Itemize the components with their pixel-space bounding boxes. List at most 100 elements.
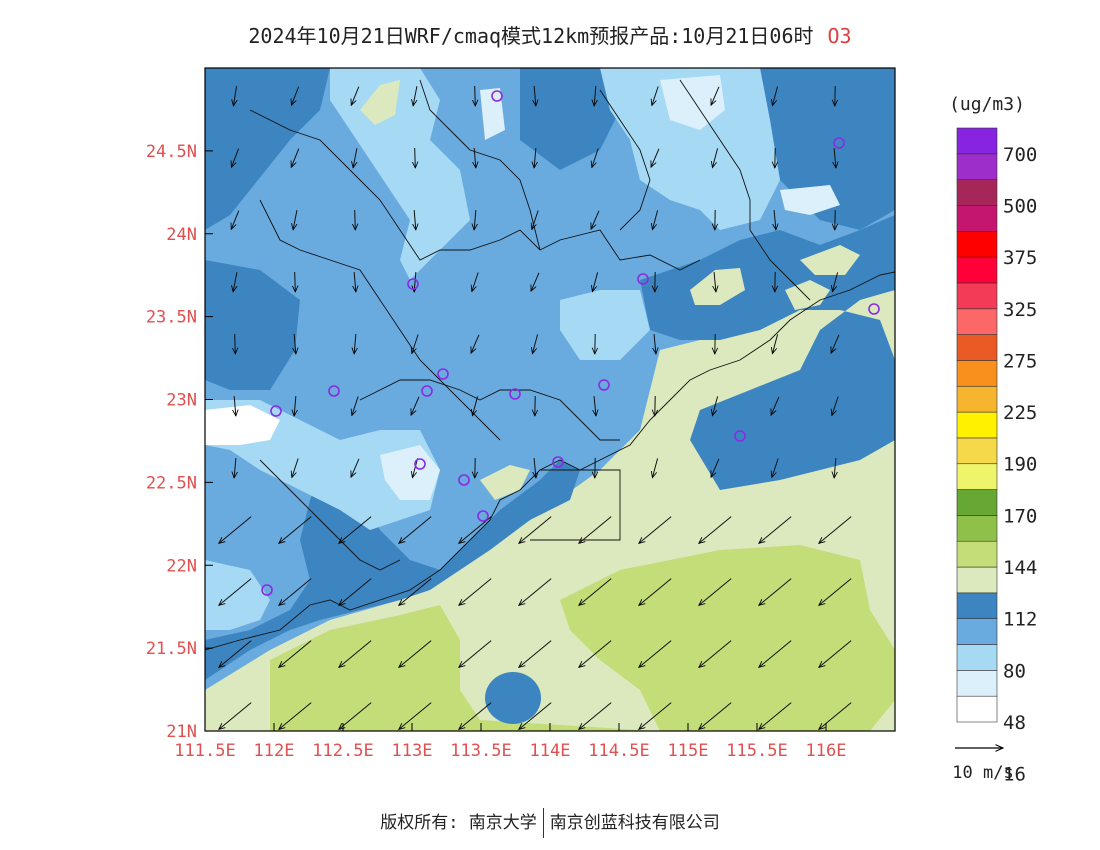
wind-arrow	[639, 640, 672, 668]
concentration-field	[205, 68, 895, 731]
wind-arrow	[711, 86, 720, 105]
wind-arrow	[759, 702, 792, 730]
wind-arrow	[474, 209, 476, 230]
wind-arrow	[834, 147, 836, 168]
x-tick-label: 112E	[254, 741, 295, 761]
wind-arrow	[475, 85, 476, 106]
wind-arrow	[353, 148, 358, 168]
station-marker	[458, 474, 470, 486]
station-marker	[552, 456, 564, 468]
colorbar-swatch	[956, 308, 998, 335]
colorbar-label: 325	[1003, 299, 1037, 321]
wind-arrow	[339, 516, 372, 544]
wind-arrow	[234, 457, 236, 478]
colorbar-swatch	[956, 179, 998, 206]
x-tick-label: 116E	[806, 741, 847, 761]
colorbar-swatch	[956, 644, 998, 671]
wind-arrow	[774, 209, 776, 230]
wind-arrow	[594, 395, 596, 416]
wind-arrow	[819, 640, 852, 668]
x-tick-label: 115E	[668, 741, 709, 761]
wind-arrow	[534, 85, 536, 106]
x-tick-label: 112.5E	[312, 741, 373, 761]
wind-arrow	[714, 271, 716, 292]
colorbar-swatch	[956, 153, 998, 180]
colorbar-swatch	[956, 256, 998, 284]
x-tick-label: 115.5E	[726, 741, 787, 761]
x-axis: 111.5E 112E 112.5E 113E 113.5E 114E 114.5E 115E…	[174, 723, 846, 761]
wind-arrow	[699, 578, 732, 606]
wind-arrow	[594, 85, 596, 106]
wind-arrow	[699, 516, 732, 544]
wind-arrow	[819, 578, 852, 606]
y-tick-label: 24.5N	[146, 142, 197, 162]
wind-arrow	[231, 148, 240, 168]
colorbar-label: 375	[1003, 247, 1037, 269]
station-marker	[637, 273, 649, 285]
wind-arrow	[459, 578, 492, 606]
y-tick-label: 22N	[166, 556, 197, 576]
y-tick-label: 24N	[166, 225, 197, 245]
wind-arrow	[354, 271, 356, 292]
wind-arrow	[219, 578, 252, 606]
copyright-footer: 版权所有: 南京大学 南京创蓝科技有限公司	[0, 808, 1100, 838]
colorbar-swatch	[956, 515, 998, 542]
colorbar-swatch	[956, 385, 998, 413]
wind-arrow	[771, 396, 780, 415]
wind-arrow	[234, 395, 236, 416]
station-marker	[414, 458, 426, 470]
station-marker	[509, 388, 521, 400]
wind-arrow	[279, 516, 312, 544]
wind-arrow	[294, 333, 296, 354]
x-tick-label: 113.5E	[450, 741, 511, 761]
wind-arrow	[399, 578, 432, 606]
wind-arrow	[652, 458, 659, 477]
colorbar-swatch	[956, 566, 998, 594]
wind-arrow	[339, 702, 372, 730]
station-marker	[437, 368, 449, 380]
wind-arrow	[652, 86, 659, 106]
y-tick-label: 22.5N	[146, 473, 197, 493]
y-tick-label: 23.5N	[146, 308, 197, 328]
wind-arrow	[411, 396, 420, 415]
wind-arrow	[459, 702, 492, 730]
wind-arrow	[414, 209, 416, 230]
wind-arrow	[531, 272, 540, 291]
wind-arrow	[339, 640, 372, 668]
wind-arrow	[279, 578, 312, 606]
colorbar-swatch	[956, 334, 998, 361]
wind-arrow	[231, 210, 240, 230]
x-tick-label: 114E	[530, 741, 571, 761]
footer-left: 版权所有: 南京大学	[380, 813, 537, 833]
footer-right: 南京创蓝科技有限公司	[549, 813, 720, 833]
wind-arrow	[639, 702, 672, 730]
wind-arrow	[459, 640, 492, 668]
wind-arrow	[279, 702, 312, 730]
colorbar-swatch	[956, 282, 998, 310]
wind-arrow	[471, 334, 480, 353]
wind-arrow	[579, 516, 612, 544]
colorbar-label: 190	[1003, 454, 1037, 476]
wind-arrow	[834, 457, 836, 478]
wind-arrow	[352, 396, 359, 416]
wind-reference-label: 10 m/s	[952, 763, 1013, 783]
station-marker	[833, 137, 845, 149]
station-marker	[270, 405, 282, 417]
wind-arrow	[832, 396, 839, 416]
colorbar-label: 16	[1003, 764, 1026, 786]
colorbar-label: 48	[1003, 712, 1026, 734]
colorbar-swatch	[956, 618, 998, 645]
wind-arrow	[772, 86, 779, 105]
wind-arrow	[519, 702, 552, 730]
wind-arrow	[291, 86, 300, 106]
wind-arrow	[412, 458, 419, 477]
wind-arrow	[399, 516, 432, 544]
colorbar-swatch	[956, 231, 998, 258]
wind-arrow	[472, 272, 479, 292]
wind-arrow	[472, 396, 479, 415]
wind-arrow	[759, 640, 792, 668]
colorbar-swatch	[956, 360, 998, 387]
colorbar-label: 225	[1003, 402, 1037, 424]
wind-arrow	[759, 578, 792, 606]
wind-arrow	[292, 458, 299, 478]
